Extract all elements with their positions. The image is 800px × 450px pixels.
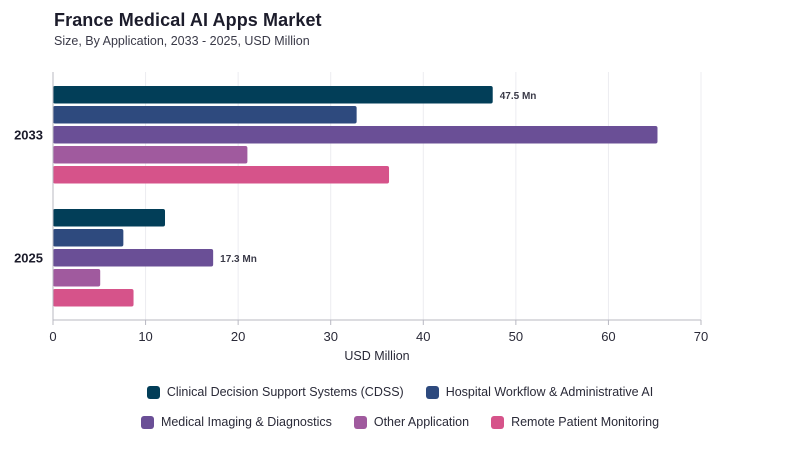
bar-2025-1: [53, 229, 124, 247]
legend-swatch-2: [140, 415, 154, 429]
bar-2025-0: [53, 209, 166, 227]
legend-swatch-3: [353, 415, 367, 429]
legend-item-1: Hospital Workflow & Administrative AI: [425, 385, 654, 399]
legend-row-1: Clinical Decision Support Systems (CDSS)…: [0, 385, 800, 399]
x-tick-label-20: 20: [231, 329, 245, 344]
x-axis-label: USD Million: [344, 349, 409, 363]
y-tick-label-2033: 2033: [14, 127, 43, 142]
data-label-2025: 17.3 Mn: [220, 254, 257, 265]
x-tick-label-50: 50: [509, 329, 523, 344]
legend-row-2: Medical Imaging & Diagnostics Other Appli…: [0, 415, 800, 429]
chart-subtitle: Size, By Application, 2033 - 2025, USD M…: [54, 34, 310, 48]
legend-label-1: Hospital Workflow & Administrative AI: [445, 385, 654, 399]
x-tick-label-60: 60: [601, 329, 615, 344]
x-tick-label-40: 40: [416, 329, 430, 344]
bar-2033-2: [53, 126, 658, 144]
legend-item-3: Other Application: [353, 415, 470, 429]
bar-2033-3: [53, 146, 248, 164]
legend-label-2: Medical Imaging & Diagnostics: [160, 415, 332, 429]
x-axis: 0 10 20 30 40 50 60 70 USD Million: [49, 319, 708, 363]
legend-item-0: Clinical Decision Support Systems (CDSS): [146, 385, 404, 399]
y-axis: 2033 2025: [14, 72, 54, 320]
bar-2033-1: [53, 106, 357, 124]
x-tick-label-10: 10: [138, 329, 152, 344]
x-tick-label-30: 30: [323, 329, 337, 344]
x-tick-label-0: 0: [49, 329, 56, 344]
bar-2033-0: [53, 86, 493, 104]
bar-chart: 47.5 Mn 17.3 Mn 2033 2025 0 10 20 30 40 50 60 70 U…: [14, 72, 708, 363]
bar-2025-2: [53, 249, 214, 267]
legend-swatch-4: [491, 415, 505, 429]
legend-label-3: Other Application: [373, 415, 470, 429]
legend-label-4: Remote Patient Monitoring: [511, 415, 660, 429]
chart-title: France Medical AI Apps Market: [54, 10, 322, 30]
bars: [53, 86, 658, 307]
legend-label-0: Clinical Decision Support Systems (CDSS): [166, 385, 404, 399]
bar-2033-4: [53, 166, 390, 184]
data-label-2033: 47.5 Mn: [500, 91, 537, 102]
legend-item-4: Remote Patient Monitoring: [491, 415, 659, 429]
y-tick-label-2025: 2025: [14, 250, 43, 265]
legend-swatch-0: [146, 385, 160, 399]
legend-swatch-1: [425, 385, 439, 399]
bar-2025-3: [53, 269, 101, 287]
bar-2025-4: [53, 289, 134, 307]
data-labels: 47.5 Mn 17.3 Mn: [220, 91, 536, 265]
x-tick-label-70: 70: [694, 329, 708, 344]
legend-item-2: Medical Imaging & Diagnostics: [140, 415, 332, 429]
